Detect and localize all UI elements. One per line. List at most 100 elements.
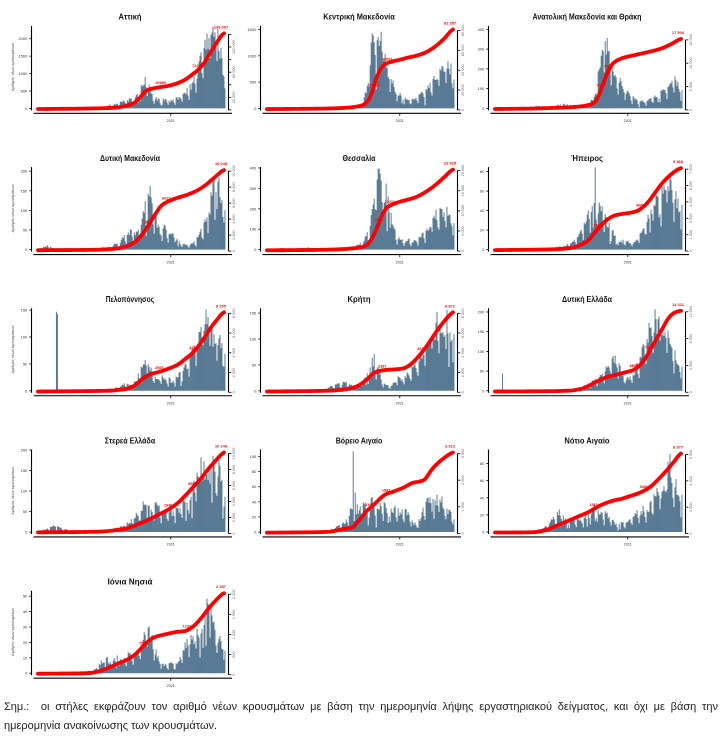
svg-text:1 000: 1 000: [461, 502, 465, 512]
svg-text:1000: 1000: [247, 53, 257, 58]
svg-text:17 504: 17 504: [672, 30, 685, 35]
svg-text:30: 30: [23, 625, 28, 630]
svg-text:50: 50: [23, 228, 28, 233]
svg-text:15 000: 15 000: [461, 185, 465, 197]
svg-text:0: 0: [25, 247, 28, 252]
svg-text:60: 60: [252, 484, 257, 489]
svg-text:10 048: 10 048: [215, 161, 228, 166]
svg-text:1911: 1911: [589, 503, 597, 507]
svg-text:2 000: 2 000: [232, 368, 236, 378]
svg-text:Αριθμός νέων κρουσμάτων: Αριθμός νέων κρουσμάτων: [11, 608, 15, 656]
svg-text:72282: 72282: [192, 64, 203, 68]
svg-text:100: 100: [21, 208, 28, 213]
svg-text:Αριθμός νέων κρουσμάτων: Αριθμός νέων κρουσμάτων: [11, 467, 15, 515]
svg-text:2021: 2021: [167, 401, 175, 405]
svg-text:150: 150: [478, 329, 485, 334]
svg-text:2 000: 2 000: [689, 502, 693, 512]
svg-text:50: 50: [252, 362, 257, 367]
svg-text:4 000: 4 000: [232, 497, 236, 507]
svg-text:500: 500: [232, 651, 236, 657]
svg-text:5684: 5684: [188, 482, 197, 486]
svg-text:2 000: 2 000: [232, 513, 236, 523]
svg-text:1 500: 1 500: [232, 610, 236, 620]
svg-text:6027: 6027: [162, 196, 170, 200]
svg-text:0: 0: [482, 530, 485, 535]
svg-text:10 000: 10 000: [232, 448, 236, 460]
svg-text:23 915: 23 915: [444, 161, 457, 166]
svg-text:40 000: 40 000: [461, 64, 465, 76]
svg-text:0: 0: [689, 532, 693, 534]
svg-text:Ανατολική Μακεδονία και Θράκη: Ανατολική Μακεδονία και Θράκη: [533, 13, 642, 22]
svg-text:80 000: 80 000: [461, 25, 465, 37]
svg-text:0: 0: [25, 106, 28, 111]
svg-text:0: 0: [461, 109, 465, 111]
svg-text:10: 10: [23, 655, 28, 660]
svg-text:200: 200: [478, 310, 485, 315]
svg-text:2021: 2021: [624, 260, 632, 264]
svg-text:0: 0: [482, 106, 485, 111]
svg-text:20: 20: [23, 640, 28, 645]
svg-text:40: 40: [480, 208, 485, 213]
svg-text:0: 0: [461, 532, 465, 534]
svg-text:Στερεά Ελλάδα: Στερεά Ελλάδα: [105, 437, 156, 446]
svg-text:10 149: 10 149: [215, 444, 228, 449]
svg-text:100: 100: [478, 349, 485, 354]
svg-text:2021: 2021: [167, 260, 175, 264]
svg-text:4 000: 4 000: [232, 348, 236, 358]
svg-text:0: 0: [689, 109, 693, 111]
svg-text:50: 50: [23, 509, 28, 514]
svg-text:60: 60: [480, 478, 485, 483]
svg-text:7140: 7140: [645, 345, 653, 349]
svg-text:150: 150: [21, 308, 28, 313]
svg-text:2021: 2021: [396, 543, 404, 547]
svg-text:2021: 2021: [396, 260, 404, 264]
svg-text:200: 200: [21, 169, 28, 174]
svg-text:4 000: 4 000: [232, 214, 236, 224]
svg-text:4 000: 4 000: [689, 361, 693, 371]
svg-text:139 007: 139 007: [214, 24, 229, 29]
svg-text:0: 0: [254, 530, 257, 535]
svg-text:Αριθμός νέων κρουσμάτων: Αριθμός νέων κρουσμάτων: [11, 43, 15, 91]
svg-text:2021: 2021: [167, 543, 175, 547]
svg-text:9625: 9625: [604, 65, 612, 69]
svg-text:Πελοπόννησος: Πελοπόννησος: [106, 295, 154, 304]
svg-text:3864: 3864: [629, 364, 638, 368]
svg-text:2021: 2021: [396, 401, 404, 405]
svg-text:81 257: 81 257: [444, 21, 457, 26]
svg-text:1000: 1000: [18, 71, 28, 76]
svg-text:2021: 2021: [167, 684, 175, 688]
svg-text:20 000: 20 000: [461, 84, 465, 96]
svg-text:2021: 2021: [624, 119, 632, 123]
svg-text:9 368: 9 368: [673, 159, 684, 164]
svg-text:100: 100: [21, 335, 28, 340]
svg-text:0: 0: [232, 391, 236, 393]
svg-text:4 000: 4 000: [689, 476, 693, 486]
svg-text:1232: 1232: [183, 624, 191, 628]
svg-text:100: 100: [21, 489, 28, 494]
svg-text:14 311: 14 311: [672, 302, 685, 307]
svg-text:0: 0: [232, 250, 236, 252]
svg-text:10 000: 10 000: [689, 57, 693, 69]
svg-text:Νότιο Αιγαίο: Νότιο Αιγαίο: [564, 437, 609, 446]
svg-text:20: 20: [480, 228, 485, 233]
svg-text:0: 0: [689, 250, 693, 252]
svg-text:0: 0: [25, 388, 28, 393]
svg-text:7 500: 7 500: [689, 164, 693, 174]
svg-text:1169: 1169: [365, 503, 373, 507]
svg-text:0: 0: [232, 532, 236, 534]
svg-text:6 000: 6 000: [689, 450, 693, 460]
svg-text:0: 0: [254, 388, 257, 393]
svg-text:Ιόνια Νησιά: Ιόνια Νησιά: [108, 578, 153, 587]
svg-text:6 000: 6 000: [232, 481, 236, 491]
svg-text:2 000: 2 000: [232, 230, 236, 240]
svg-text:756: 756: [139, 641, 145, 645]
svg-text:40: 40: [23, 609, 28, 614]
svg-text:500: 500: [250, 80, 257, 85]
svg-text:500: 500: [21, 88, 28, 93]
svg-text:4900: 4900: [597, 84, 605, 88]
svg-text:Κρήτη: Κρήτη: [348, 295, 371, 304]
svg-text:0: 0: [461, 250, 465, 252]
svg-text:20 000: 20 000: [232, 92, 236, 104]
svg-text:100 000: 100 000: [232, 40, 236, 54]
svg-text:0: 0: [25, 530, 28, 535]
